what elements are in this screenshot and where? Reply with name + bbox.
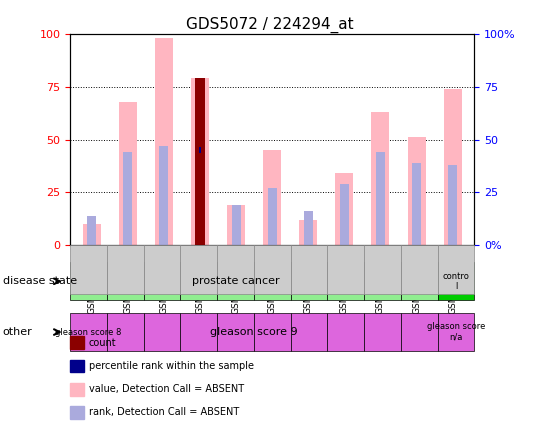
Bar [299,220,317,245]
Bar [304,212,313,245]
Bar [82,224,101,245]
Bar [448,165,457,245]
Bar [407,137,426,245]
Text: GDS5072 / 224294_at: GDS5072 / 224294_at [186,17,353,33]
Text: other: other [3,327,32,337]
Text: prostate cancer: prostate cancer [192,276,279,286]
Bar [196,78,204,245]
Bar [160,146,168,245]
Bar [227,205,245,245]
Bar [155,38,173,245]
Bar [263,150,281,245]
Text: disease state: disease state [3,276,77,286]
Text: gleason score 8: gleason score 8 [56,327,122,337]
Bar [340,184,349,245]
Text: contro
l: contro l [443,272,469,291]
Text: rank, Detection Call = ABSENT: rank, Detection Call = ABSENT [89,407,239,418]
Text: value, Detection Call = ABSENT: value, Detection Call = ABSENT [89,384,244,394]
Bar [119,102,137,245]
Bar [444,89,462,245]
Bar [376,152,385,245]
Bar [123,152,133,245]
Bar [87,216,96,245]
Text: percentile rank within the sample: percentile rank within the sample [89,361,254,371]
Bar [196,150,204,245]
Bar [371,112,390,245]
Bar [335,173,354,245]
Text: gleason score 9: gleason score 9 [210,327,298,337]
Bar [232,205,240,245]
Bar [191,78,209,245]
Text: count: count [89,338,116,348]
Bar [199,147,202,154]
Bar [268,188,277,245]
Bar [412,163,421,245]
Text: gleason score
n/a: gleason score n/a [427,322,485,342]
